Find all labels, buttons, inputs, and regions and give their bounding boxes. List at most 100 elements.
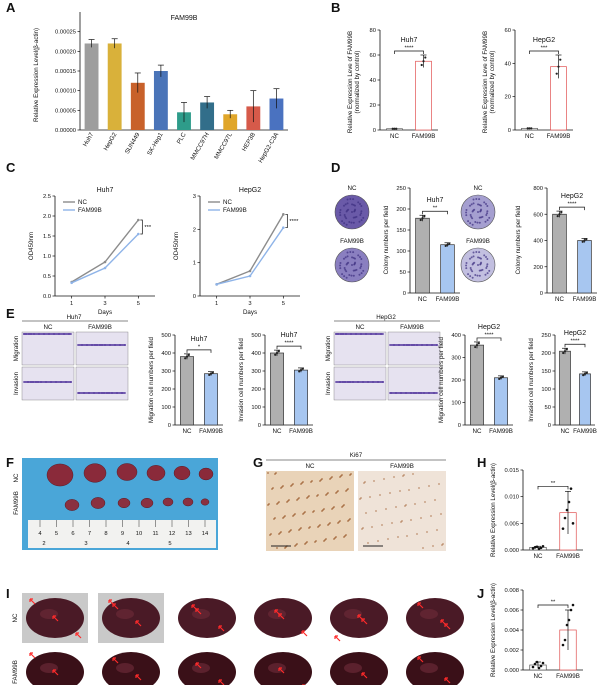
colony-dot: [354, 208, 357, 211]
panelE1-bar: [294, 369, 308, 426]
panelE2-point: [501, 375, 504, 378]
ki67-dot: [377, 540, 379, 542]
panelD1-x-tick-label: FAM99B: [573, 296, 597, 303]
panelE3-y-tick-label: 250: [541, 333, 551, 339]
tumor-nc: [173, 465, 191, 481]
cell-dot: [368, 333, 370, 335]
arrow-icon: [417, 656, 424, 663]
panelE0-y-tick-label: 400: [161, 351, 171, 357]
cell-dot: [58, 381, 60, 383]
liver-lobe: [420, 609, 438, 619]
panelD0-x-tick-label: NC: [418, 296, 427, 303]
arrow-icon: [218, 625, 225, 632]
tumor-nc: [146, 465, 166, 481]
ruler-label: 9: [121, 531, 124, 537]
arrow-icon: [29, 652, 36, 659]
panelB0-point: [393, 127, 396, 130]
colony-dot: [352, 203, 355, 206]
arrow-icon: [108, 599, 115, 606]
panelA-title: FAM99B: [171, 15, 198, 22]
panelC1-x-tick-label: 3: [248, 301, 251, 307]
cell-dot: [98, 392, 100, 394]
arrow-icon: [301, 630, 308, 637]
panelA-x-tick-label: SK-Hep1: [146, 131, 165, 157]
ki67-dot: [432, 545, 434, 547]
cell-dot: [395, 392, 397, 394]
liver-lobe: [344, 609, 362, 619]
colony-dot: [350, 221, 353, 224]
cell-dot: [124, 344, 126, 346]
panelC0-point: [103, 260, 107, 264]
panelB0-y-label: Relative Expression Leve of FAM99B: [347, 31, 354, 133]
colony-dot: [468, 257, 471, 260]
liver: [102, 598, 160, 638]
panelB1-point: [559, 58, 562, 61]
colony-dot: [478, 221, 481, 224]
panelJ-y-tick-label: 0.008: [504, 588, 519, 594]
panelD1-point: [556, 215, 559, 218]
panelE3-y-label: Invasion cell numbers per field: [528, 338, 535, 422]
colony-dot: [345, 263, 348, 266]
cell-dot: [63, 381, 65, 383]
colony-dot: [465, 214, 468, 217]
cell-dot: [362, 381, 364, 383]
panelJ-x-tick-label: FAM99B: [556, 673, 580, 680]
panelEgrid1-title: HepG2: [376, 314, 396, 321]
arrow-icon: [52, 615, 59, 622]
cell-dot: [37, 381, 39, 383]
colony-dot: [483, 254, 486, 257]
panelC0-y-tick-label: 0.0: [43, 294, 51, 300]
cell-dot: [36, 333, 38, 335]
panelA-y-tick-label: 0.00025: [55, 30, 76, 36]
panelE3-point: [585, 371, 588, 374]
cell-dot: [337, 333, 339, 335]
colony-dot: [345, 223, 348, 226]
cell-dot: [390, 392, 392, 394]
panel-f-tumor-photo: 4 5 6 7 8 9 10 11 12 13 14 2 3 4 5 NC FAM99B: [13, 458, 218, 550]
cell-dot: [436, 392, 438, 394]
panelA-x-tick-label: SUN449: [124, 131, 142, 155]
colony-dot: [472, 255, 475, 258]
panelA-bar: [269, 98, 284, 130]
panelB0-x-tick-label: NC: [390, 133, 399, 140]
panelD0-y-tick-label: 250: [396, 186, 406, 192]
row-label: NC: [13, 473, 20, 482]
cell-dot: [23, 333, 25, 335]
ki67-dot: [329, 478, 331, 480]
panelE1-sig-bracket: [276, 345, 302, 350]
panelB1-point: [530, 127, 533, 130]
panelC1-y-tick-label: 0: [193, 294, 196, 300]
arrow-icon: [75, 632, 82, 639]
cell-dot: [360, 381, 362, 383]
cell-dot: [378, 333, 380, 335]
panelD0-point: [444, 244, 447, 247]
cell-dot: [121, 392, 123, 394]
cell-dot: [382, 381, 384, 383]
panelC1-sig-label: ****: [289, 219, 299, 225]
cell-dot: [81, 392, 83, 394]
ki67-dot: [395, 506, 397, 508]
panelG-col-label: NC: [306, 463, 315, 470]
cell-dot: [27, 381, 29, 383]
panelEgrid1-col-label: FAM99B: [400, 324, 424, 331]
colony-dot: [344, 203, 347, 206]
panelH-point: [569, 487, 573, 490]
ki67-dot: [438, 483, 440, 485]
panel-letter-g: G: [253, 455, 263, 470]
arrow-icon: [417, 602, 424, 609]
colony-dot: [348, 274, 351, 277]
cell-dot: [418, 392, 420, 394]
panelB1-y-tick-label: 20: [505, 95, 511, 101]
panelD1-x-tick-label: NC: [555, 296, 564, 303]
panel-b-huh7-chart: 0 20 40 60 80 NC FAM99B **** Huh7 Relative Expres…: [347, 28, 438, 140]
panelE0-point: [208, 373, 211, 377]
panelC0-y-tick-label: 2.5: [43, 194, 51, 200]
panelC1-series-line: [216, 213, 284, 285]
cell-dot: [340, 333, 342, 335]
arrow-icon: [278, 667, 285, 674]
ki67-dot: [274, 473, 276, 475]
colony-dot: [469, 214, 472, 217]
ki67-dot: [278, 533, 280, 535]
cell-dot: [53, 333, 55, 335]
panelH-y-tick-label: 0.005: [504, 521, 519, 527]
